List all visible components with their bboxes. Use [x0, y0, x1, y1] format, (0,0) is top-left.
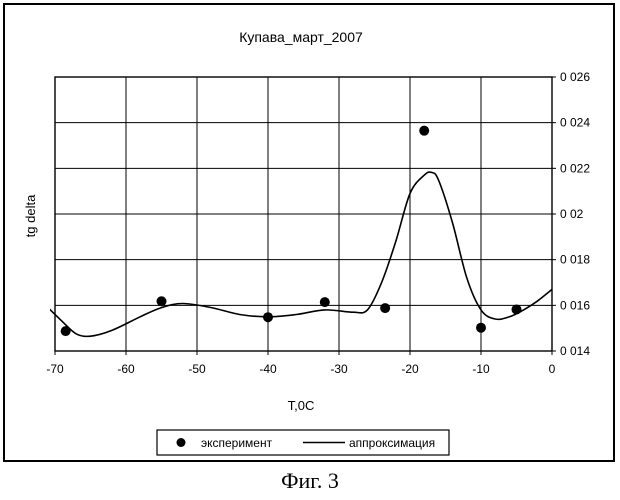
legend-label-points: эксперимент	[201, 436, 273, 450]
experiment-point	[419, 125, 430, 136]
x-tick-label: -40	[259, 362, 277, 376]
legend: эксперимент аппроксимация	[156, 429, 450, 456]
y-tick-label: 0 024	[560, 116, 590, 130]
y-tick-label: 0 022	[560, 161, 590, 175]
experiment-point	[511, 304, 522, 315]
x-tick-label: 0	[549, 362, 556, 376]
y-tick-label: 0 026	[560, 70, 590, 84]
x-tick-label: -70	[46, 362, 64, 376]
experiment-point	[60, 326, 71, 337]
y-tick-label: 0 014	[560, 344, 590, 358]
legend-label-line: аппроксимация	[349, 436, 435, 450]
experiment-point	[156, 296, 167, 307]
figure-caption: Фиг. 3	[281, 468, 339, 493]
chart-svg: Купава_март_2007 -70 -60 -50 -40 -30 -20 -10 0 …	[23, 29, 590, 456]
x-axis-ticks: -70 -60 -50 -40 -30 -20 -10 0	[46, 351, 556, 376]
approximation-line	[50, 171, 552, 338]
experiment-point	[263, 312, 273, 323]
y-tick-label: 0 018	[560, 253, 590, 267]
y-axis-ticks: 0 014 0 016 0 018 0 02 0 022 0 024 0 026	[552, 70, 590, 358]
x-axis-label: T,0C	[288, 398, 315, 413]
experiment-point	[380, 303, 391, 314]
experiment-point	[476, 322, 486, 333]
x-tick-label: -30	[330, 362, 348, 376]
x-tick-label: -10	[472, 362, 490, 376]
chart-title: Купава_март_2007	[239, 29, 363, 45]
y-axis-label: tg delta	[23, 194, 38, 237]
y-tick-label: 0 02	[560, 207, 584, 221]
legend-marker-points	[176, 438, 186, 447]
y-tick-label: 0 016	[560, 298, 590, 312]
x-tick-label: -50	[188, 362, 206, 376]
x-tick-label: -20	[401, 362, 419, 376]
chart-frame: Купава_март_2007 -70 -60 -50 -40 -30 -20 -10 0 …	[3, 3, 615, 462]
experiment-point	[319, 297, 330, 308]
grid	[54, 76, 553, 352]
chart-series	[50, 125, 552, 338]
x-tick-label: -60	[117, 362, 135, 376]
